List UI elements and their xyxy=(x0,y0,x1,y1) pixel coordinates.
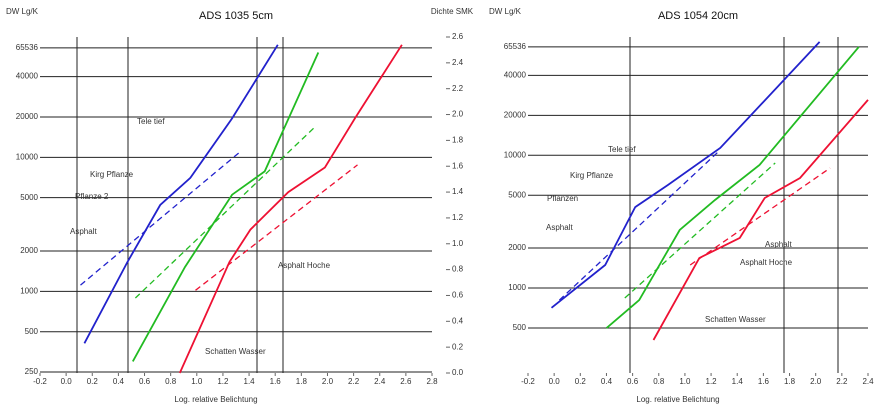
y-axis-label: DW Lg/K xyxy=(6,7,39,16)
annotation: Schatten Wasser xyxy=(205,347,266,356)
x-tick-label: 1.8 xyxy=(784,377,796,386)
annotation: Asphalt Hoche xyxy=(278,261,331,270)
dashed-curve xyxy=(624,162,776,299)
y-tick-label: 65536 xyxy=(504,42,527,51)
chart-title: ADS 1035 5cm xyxy=(199,10,273,22)
y-axis-label: DW Lg/K xyxy=(489,7,522,16)
x-tick-label: 0.0 xyxy=(549,377,561,386)
y2-axis-label: Dichte SMK xyxy=(431,7,474,16)
x-tick-label: 0.2 xyxy=(87,377,99,386)
x-tick-label: 0.4 xyxy=(113,377,125,386)
y2-tick-label: 2.2 xyxy=(452,84,464,93)
y2-tick-label: 0.6 xyxy=(452,291,464,300)
curve xyxy=(178,44,403,374)
x-tick-label: 0.4 xyxy=(601,377,613,386)
x-tick-label: 0.8 xyxy=(165,377,177,386)
y-tick-label: 500 xyxy=(513,323,527,332)
y-tick-label: 1000 xyxy=(20,286,38,295)
x-tick-label: 1.0 xyxy=(679,377,691,386)
x-tick-label: 1.4 xyxy=(244,377,256,386)
x-tick-label: 0.6 xyxy=(139,377,151,386)
curve xyxy=(652,99,869,341)
y-tick-label: 10000 xyxy=(16,152,39,161)
annotation: Tele tief xyxy=(137,117,165,126)
curve xyxy=(550,41,821,309)
y2-tick-label: 0.2 xyxy=(452,342,464,351)
y2-tick-label: 1.8 xyxy=(452,135,464,144)
y-tick-label: 500 xyxy=(25,327,39,336)
dashed-curve xyxy=(195,164,358,291)
x-tick-label: 1.6 xyxy=(758,377,770,386)
x-tick-label: 2.0 xyxy=(810,377,822,386)
y2-tick-label: 1.0 xyxy=(452,239,464,248)
annotation: Kirg Pflanze xyxy=(90,170,134,179)
y2-tick-label: 0.8 xyxy=(452,265,464,274)
y2-tick-label: 1.2 xyxy=(452,213,464,222)
annotation: Asphalt xyxy=(70,227,97,236)
y-tick-label: 2000 xyxy=(20,246,38,255)
y2-tick-label: 2.0 xyxy=(452,110,464,119)
x-tick-label: 1.2 xyxy=(217,377,229,386)
x-tick-label: 0.0 xyxy=(61,377,73,386)
x-tick-label: 2.0 xyxy=(322,377,334,386)
y2-tick-label: 1.4 xyxy=(452,187,464,196)
y-tick-label: 1000 xyxy=(508,283,526,292)
annotation: Asphalt Hoche xyxy=(740,258,793,267)
chart-title: ADS 1054 20cm xyxy=(658,10,738,22)
y-tick-label: 2000 xyxy=(508,243,526,252)
curve xyxy=(132,52,320,362)
annotation: Asphalt xyxy=(765,240,792,249)
x-tick-label: 2.2 xyxy=(836,377,848,386)
y-tick-label: 5000 xyxy=(508,190,526,199)
dashed-curve xyxy=(558,149,721,301)
x-tick-label: 1.0 xyxy=(191,377,203,386)
x-tick-label: 2.4 xyxy=(862,377,874,386)
x-tick-label: 1.8 xyxy=(296,377,308,386)
curve xyxy=(605,46,860,329)
x-axis-label: Log. relative Belichtung xyxy=(174,395,257,404)
annotation: Asphalt xyxy=(546,223,573,232)
y-tick-label: 40000 xyxy=(504,70,527,79)
y-tick-label: 20000 xyxy=(504,110,527,119)
annotation: Schatten Wasser xyxy=(705,315,766,324)
x-tick-label: 2.4 xyxy=(374,377,386,386)
y2-tick-label: 0.4 xyxy=(452,316,464,325)
annotation: Pflanze 2 xyxy=(75,192,109,201)
dashed-curve xyxy=(134,127,315,299)
y-tick-label: 65536 xyxy=(16,43,39,52)
y2-tick-label: 1.6 xyxy=(452,161,464,170)
y2-tick-label: 0.0 xyxy=(452,368,464,377)
x-tick-label: 1.6 xyxy=(270,377,282,386)
y-tick-label: 10000 xyxy=(504,150,527,159)
x-tick-label: -0.2 xyxy=(521,377,535,386)
x-tick-label: 0.2 xyxy=(575,377,587,386)
x-tick-label: 1.2 xyxy=(706,377,718,386)
y2-tick-label: 2.6 xyxy=(452,32,464,41)
curve xyxy=(83,44,279,344)
x-tick-label: 1.4 xyxy=(732,377,744,386)
y-tick-label: 40000 xyxy=(16,72,39,81)
x-tick-label: 2.6 xyxy=(400,377,412,386)
x-tick-label: -0.2 xyxy=(33,377,47,386)
x-tick-label: 2.8 xyxy=(426,377,438,386)
y-tick-label: 5000 xyxy=(20,193,38,202)
annotation: Tele tief xyxy=(608,145,636,154)
annotation: Pflanzen xyxy=(547,194,578,203)
x-axis-label: Log. relative Belichtung xyxy=(636,395,719,404)
annotation: Kirg Pflanze xyxy=(570,171,614,180)
x-tick-label: 0.6 xyxy=(627,377,639,386)
y2-tick-label: 2.4 xyxy=(452,58,464,67)
y-tick-label: 20000 xyxy=(16,112,39,121)
dashed-curve xyxy=(689,167,831,266)
dashed-curve xyxy=(80,151,241,286)
y-tick-label: 250 xyxy=(25,367,39,376)
x-tick-label: 0.8 xyxy=(653,377,665,386)
x-tick-label: 2.2 xyxy=(348,377,360,386)
